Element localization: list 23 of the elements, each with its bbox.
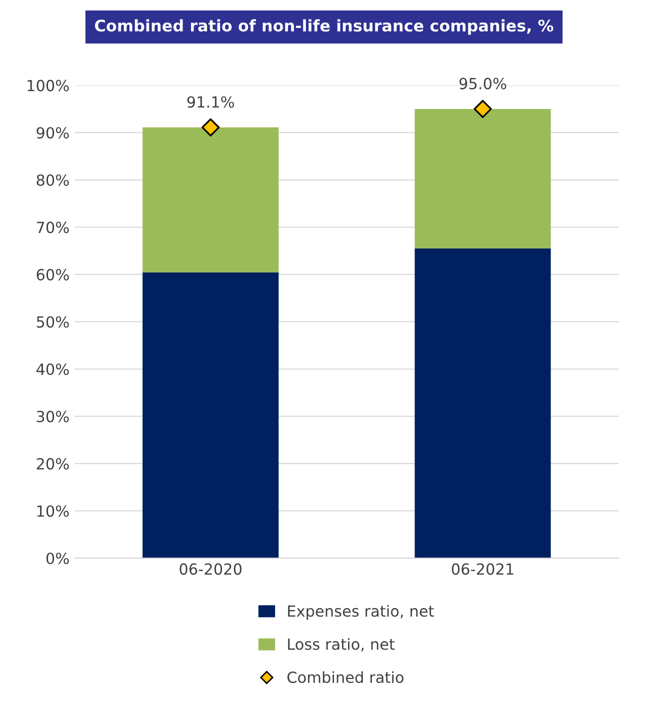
y-tick-label: 60%: [36, 268, 69, 280]
y-tick-label: 50%: [36, 316, 69, 328]
bar: [142, 127, 279, 273]
y-tick-label: 100%: [28, 80, 69, 92]
y-tick-label: 70%: [36, 222, 69, 234]
x-tick-label: 06-2020: [180, 563, 242, 575]
y-tick-label: 10%: [37, 505, 69, 517]
x-tick-label: 06-2021: [452, 563, 514, 575]
legend-label: Loss ratio, net: [288, 638, 395, 652]
data-label: 95.0%: [459, 78, 506, 90]
legend-label: Combined ratio: [287, 671, 404, 684]
y-tick-label: 0%: [46, 552, 69, 564]
chart-title: Combined ratio of non-life insurance companies, %: [95, 19, 554, 35]
y-tick-label: 80%: [36, 174, 69, 186]
data-label: 91.1%: [187, 96, 234, 108]
bar: [142, 272, 279, 558]
bar: [414, 108, 551, 248]
y-tick-label: 90%: [36, 127, 69, 139]
y-tick-label: 40%: [36, 363, 69, 376]
y-tick-label: 30%: [36, 410, 69, 422]
legend-label: Expenses ratio, net: [288, 604, 434, 620]
bar: [414, 248, 551, 558]
y-tick-label: 20%: [36, 458, 69, 470]
